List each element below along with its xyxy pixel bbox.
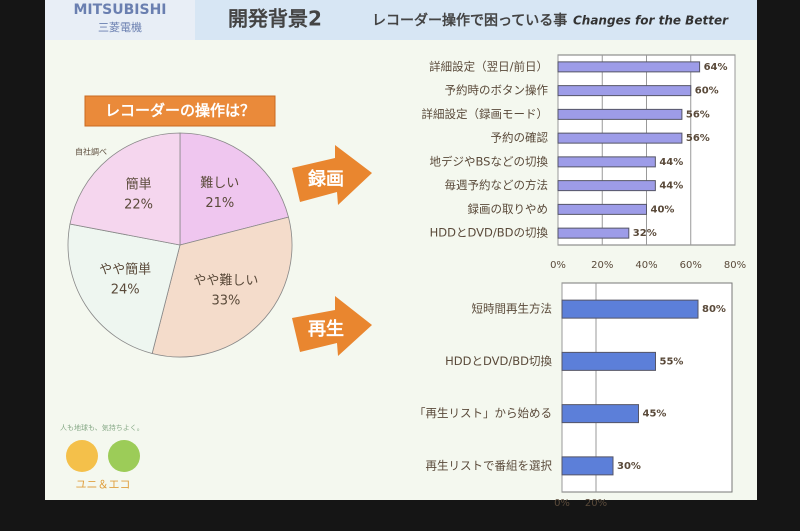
slide-title: 開発背景2 [228, 7, 322, 31]
logo-tagline: 人も地球も、気持ちよく。 [60, 423, 144, 432]
category-label: 毎週予約などの方法 [445, 178, 549, 192]
brand: MITSUBISHI [73, 2, 166, 18]
bar [557, 61, 701, 73]
section-title: 録画 [308, 168, 344, 190]
category-label: 再生リストで番組を選択 [426, 458, 553, 472]
slice-label: やや簡単 [99, 261, 151, 277]
slice-value: 24% [111, 282, 140, 297]
bar [561, 299, 699, 319]
bar-value-label: 44% [659, 157, 683, 168]
slice-value: 21% [205, 196, 234, 211]
pie-title: レコーダーの操作は？ [105, 102, 255, 120]
category-label: 詳細設定（翌日/前日） [429, 59, 548, 73]
logo-circle [108, 440, 140, 472]
pie-slice [151, 216, 293, 358]
category-label: 予約時のボタン操作 [445, 83, 549, 97]
bar-value-label: 32% [633, 228, 657, 239]
x-tick-label: 20% [585, 498, 607, 509]
logo-name: ユニ＆エコ [76, 478, 131, 491]
slice-value: 22% [124, 197, 153, 212]
bar [561, 351, 656, 371]
pie-title-box [84, 95, 276, 127]
x-tick-label: 80% [724, 260, 746, 271]
bar [557, 108, 683, 120]
bar-value-label: 45% [643, 409, 667, 420]
bar [561, 456, 614, 476]
brand-box [45, 0, 195, 40]
category-label: 地デジやBSなどの切換 [430, 154, 549, 168]
arrows [292, 145, 372, 356]
bar [557, 156, 656, 168]
category-label: HDDとDVD/BD切換 [445, 354, 552, 368]
x-tick-label: 20% [591, 260, 613, 271]
bar [557, 227, 630, 239]
bar [557, 132, 683, 144]
bar [561, 404, 639, 424]
brand-jp: 三菱電機 [98, 20, 142, 34]
slice-value: 33% [211, 293, 240, 308]
arrow [292, 296, 372, 356]
pie-slice [69, 132, 181, 246]
bar-value-label: 40% [651, 204, 675, 215]
x-tick-label: 0% [554, 498, 570, 509]
bar [557, 180, 656, 192]
category-label: HDDとDVD/BDの切換 [430, 226, 549, 240]
x-tick-label: 40% [635, 260, 657, 271]
pie-slice [179, 132, 289, 246]
x-tick-label: 60% [680, 260, 702, 271]
bar-value-label: 55% [660, 356, 684, 367]
bar-value-label: 60% [695, 86, 719, 97]
slide-subtitle: レコーダー操作で困っている事 [372, 12, 567, 29]
x-tick-label: 0% [550, 260, 566, 271]
bar-value-label: 44% [659, 181, 683, 192]
slogan: Changes for the Better [573, 14, 729, 28]
slice-label: 難しい [200, 176, 239, 191]
pie-slice [67, 223, 181, 354]
logo-circle [66, 440, 98, 472]
bar-value-label: 30% [617, 461, 641, 472]
bar [557, 85, 692, 97]
bar-value-label: 64% [704, 62, 728, 73]
bar-value-label: 80% [702, 304, 726, 315]
bar [557, 203, 647, 215]
bar-value-label: 56% [686, 109, 710, 120]
arrow [292, 145, 372, 205]
section-title: 再生 [308, 318, 344, 340]
source-note: 自社調べ [75, 147, 107, 157]
slice-label: 簡単 [126, 176, 152, 192]
category-label: 録画の取りやめ [468, 202, 549, 216]
category-label: 予約の確認 [491, 131, 549, 145]
slice-label: やや難しい [193, 273, 258, 288]
category-label: 短時間再生方法 [472, 302, 553, 316]
category-label: 「再生リスト」から始める [414, 406, 552, 420]
category-label: 詳細設定（録画モード） [422, 107, 549, 121]
bar-value-label: 56% [686, 133, 710, 144]
